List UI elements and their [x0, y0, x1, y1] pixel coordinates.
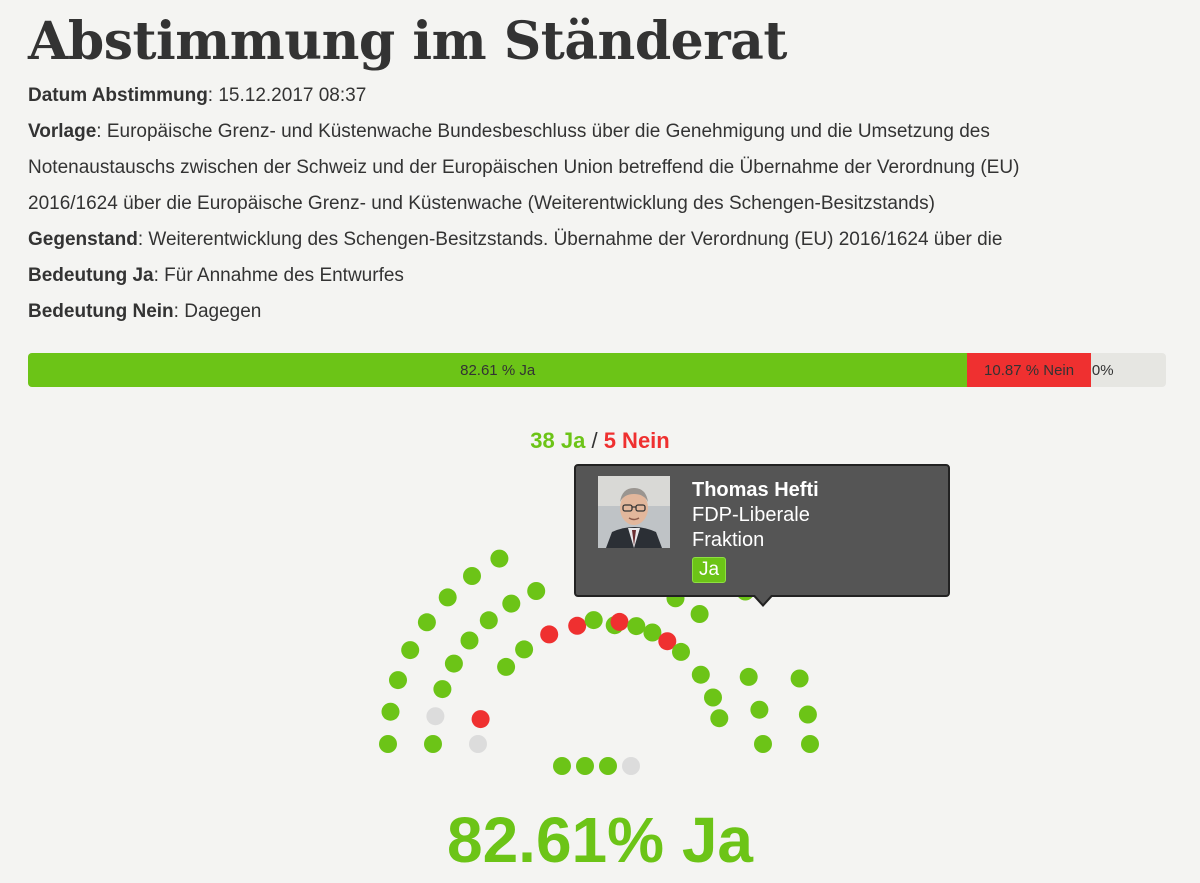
seat-absent-16[interactable]	[469, 735, 487, 753]
member-photo	[598, 476, 670, 548]
seat-ja-28[interactable]	[672, 642, 690, 661]
member-vote-badge: Ja	[692, 557, 727, 583]
seat-ja-2[interactable]	[389, 671, 407, 690]
meta-gegenstand-label: Gegenstand	[28, 229, 138, 250]
seat-ja-5[interactable]	[438, 588, 457, 607]
page-content: Abstimmung im Ständerat Datum Abstimmung…	[28, 0, 1168, 330]
seat-ja-23[interactable]	[584, 611, 603, 630]
seat-ja-31[interactable]	[710, 709, 729, 728]
vote-count: 38 Ja / 5 Nein	[0, 428, 1200, 454]
member-photo-image	[598, 476, 670, 548]
count-nein: 5 Nein	[603, 428, 670, 453]
result-bar-ja-segment[interactable]: 82.61 % Ja	[28, 353, 968, 387]
result-bar-nein-label: 10.87 % Nein	[984, 361, 1075, 379]
tooltip-arrow-inner	[754, 594, 772, 604]
meta-vorlage-value-line1: : Europäische Grenz- und Küstenwache Bun…	[96, 121, 990, 142]
member-info: Thomas Hefti FDP-Liberale Fraktion Ja	[692, 478, 852, 583]
meta-gegenstand-value: : Weiterentwicklung des Schengen-Besitzs…	[137, 229, 1003, 250]
seat-ja-42[interactable]	[553, 757, 571, 775]
seat-ja-36[interactable]	[754, 735, 772, 753]
member-name: Thomas Hefti	[692, 479, 819, 501]
seat-ja-10[interactable]	[433, 680, 452, 699]
vote-metadata: Datum Abstimmung: 15.12.2017 08:37 Vorla…	[28, 78, 1168, 330]
meta-row-bedeutung-ja: Bedeutung Ja: Für Annahme des Entwurfes	[28, 258, 1168, 294]
count-ja: 38 Ja	[530, 428, 586, 453]
seat-nein-21[interactable]	[568, 616, 587, 635]
seat-ja-19[interactable]	[515, 640, 534, 659]
seat-nein-24[interactable]	[610, 612, 629, 631]
seat-ja-3[interactable]	[401, 641, 420, 660]
result-bar-ja-label: 82.61 % Ja	[460, 361, 536, 379]
seat-ja-34[interactable]	[739, 667, 758, 686]
seat-ja-18[interactable]	[497, 657, 516, 676]
seat-ja-39[interactable]	[790, 669, 809, 688]
meta-vorlage-label: Vorlage	[28, 121, 97, 142]
seat-ja-43[interactable]	[576, 757, 594, 775]
meta-bedeutung-ja-label: Bedeutung Ja	[28, 265, 154, 286]
seat-nein-20[interactable]	[540, 625, 559, 644]
result-bar-nein-segment[interactable]: 10.87 % Nein	[967, 353, 1091, 387]
meta-row-gegenstand: Gegenstand: Weiterentwicklung des Scheng…	[28, 222, 1168, 258]
member-party: FDP-Liberale Fraktion	[692, 504, 810, 551]
count-separator: /	[591, 428, 598, 453]
seat-absent-45[interactable]	[622, 757, 640, 775]
seat-ja-25[interactable]	[627, 617, 646, 636]
seat-ja-4[interactable]	[417, 613, 436, 632]
page-title: Abstimmung im Ständerat	[28, 11, 787, 72]
result-bar: 82.61 % Ja 10.87 % Nein 0%	[28, 353, 1166, 387]
seat-ja-13[interactable]	[479, 611, 498, 630]
meta-datum-value: : 15.12.2017 08:37	[207, 85, 367, 106]
seat-ja-12[interactable]	[460, 631, 479, 650]
seat-absent-9[interactable]	[426, 707, 445, 726]
meta-vorlage-value-line2: Notenaustauschs zwischen der Schweiz und…	[28, 157, 1020, 178]
result-bar-rest-segment[interactable]: 0%	[1091, 353, 1166, 387]
seat-ja-14[interactable]	[502, 594, 521, 613]
meta-bedeutung-ja-value: : Für Annahme des Entwurfes	[153, 265, 404, 286]
seat-ja-15[interactable]	[527, 582, 546, 600]
seat-ja-11[interactable]	[444, 654, 463, 673]
meta-row-datum: Datum Abstimmung: 15.12.2017 08:37	[28, 78, 1168, 114]
seat-ja-6[interactable]	[463, 567, 481, 585]
big-result: 82.61% Ja	[446, 804, 754, 876]
member-tooltip: Thomas Hefti FDP-Liberale Fraktion Ja	[574, 464, 950, 607]
meta-bedeutung-nein-value: : Dagegen	[173, 301, 262, 322]
seat-ja-35[interactable]	[750, 700, 769, 719]
seat-ja-40[interactable]	[798, 705, 817, 724]
seat-ja-8[interactable]	[424, 735, 442, 753]
seat-ja-1[interactable]	[381, 702, 400, 721]
seat-ja-30[interactable]	[704, 688, 722, 707]
meta-datum-label: Datum Abstimmung	[28, 85, 208, 106]
seat-ja-44[interactable]	[599, 757, 617, 775]
seat-ja-33[interactable]	[690, 605, 709, 623]
seat-ja-26[interactable]	[643, 623, 662, 642]
meta-row-vorlage: Vorlage: Europäische Grenz- und Küstenwa…	[28, 114, 1168, 150]
meta-vorlage-value-line3: 2016/1624 über die Europäische Grenz- un…	[28, 193, 935, 214]
seat-nein-17[interactable]	[471, 710, 490, 729]
seat-ja-7[interactable]	[490, 549, 509, 568]
result-bar-rest-label: 0%	[1091, 361, 1114, 379]
seat-ja-29[interactable]	[691, 665, 710, 684]
meta-row-bedeutung-nein: Bedeutung Nein: Dagegen	[28, 294, 1168, 330]
seat-ja-41[interactable]	[801, 735, 819, 753]
seat-nein-27[interactable]	[658, 632, 677, 651]
seat-ja-0[interactable]	[379, 735, 397, 753]
meta-bedeutung-nein-label: Bedeutung Nein	[28, 301, 174, 322]
